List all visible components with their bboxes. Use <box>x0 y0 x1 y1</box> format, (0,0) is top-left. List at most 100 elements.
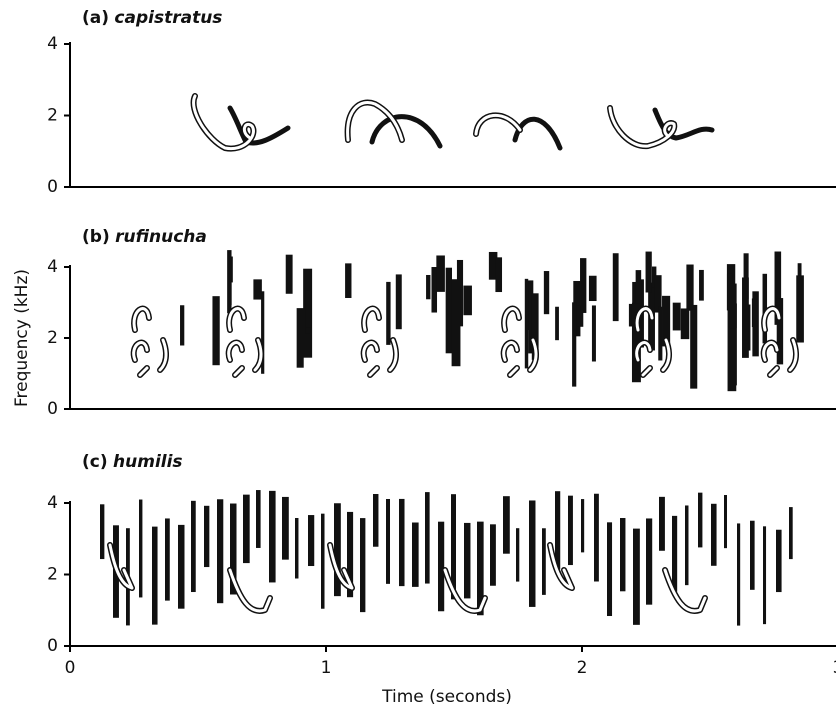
syllable <box>132 307 168 377</box>
spectral-blob <box>724 495 728 549</box>
spectral-blob <box>296 308 304 368</box>
syllable <box>369 114 443 149</box>
spectral-blob <box>373 494 379 547</box>
spectral-blob <box>690 304 698 389</box>
species-name: humilis <box>113 452 183 472</box>
spectral-blob <box>386 281 391 345</box>
spectral-blob <box>727 301 737 392</box>
panel-label: (c) humilis <box>82 452 183 472</box>
y-tick-label: 0 <box>47 399 58 419</box>
spectral-blob <box>672 515 678 592</box>
spectral-blob <box>631 303 641 383</box>
syllable <box>652 107 715 141</box>
spectral-blob <box>774 251 782 325</box>
spectral-blob <box>347 511 354 598</box>
spectral-blob <box>555 306 559 341</box>
spectral-blob <box>752 291 759 357</box>
spectral-blob <box>750 520 755 590</box>
species-name: capistratus <box>114 8 222 28</box>
y-axis-label: Frequency (kHz) <box>12 269 32 407</box>
spectral-blob <box>426 274 431 300</box>
syllable <box>608 106 676 148</box>
spectral-blob <box>395 274 402 330</box>
spectral-blob <box>796 275 804 343</box>
syllable <box>328 543 354 590</box>
spectral-blob <box>726 273 733 311</box>
spectral-blob <box>180 305 185 346</box>
species-name: rufinucha <box>115 227 207 247</box>
x-tick-label: 0 <box>65 658 76 678</box>
spectral-blob <box>620 518 626 592</box>
syllable <box>548 543 574 590</box>
spectral-blob <box>229 256 233 283</box>
syllable <box>512 116 563 151</box>
y-tick-label: 4 <box>47 34 58 54</box>
y-tick-label: 4 <box>47 257 58 277</box>
spectral-blob <box>139 499 143 598</box>
syllable <box>502 307 538 377</box>
syllable <box>227 105 291 146</box>
spectral-blob <box>572 302 577 387</box>
spectral-blob <box>227 250 232 314</box>
spectral-blob <box>651 266 657 288</box>
spectral-blob <box>451 494 457 600</box>
spectrogram-traces <box>100 93 804 626</box>
spectral-blob <box>217 499 224 604</box>
spectral-blob <box>574 305 584 327</box>
spectral-blob <box>762 273 768 344</box>
spectral-blob <box>729 283 737 329</box>
spectral-blob <box>658 306 663 361</box>
spectral-blob <box>711 503 717 566</box>
syllable <box>362 307 398 377</box>
spectral-blob <box>412 522 419 587</box>
spectral-blob <box>645 251 652 293</box>
spectral-blob <box>542 528 546 595</box>
spectral-blob <box>295 517 299 579</box>
x-tick-label: 2 <box>577 658 588 678</box>
spectral-blob <box>685 505 689 586</box>
spectral-blob <box>386 498 391 584</box>
spectral-blob <box>269 490 276 583</box>
spectral-blob <box>789 507 793 560</box>
spectral-blob <box>699 269 704 301</box>
spectral-blob <box>282 496 289 560</box>
syllable <box>762 307 798 377</box>
spectral-blob <box>680 308 690 340</box>
spectral-blob <box>531 293 539 360</box>
spectral-blob <box>543 271 550 315</box>
spectral-blob <box>204 505 210 568</box>
spectral-blob <box>165 518 170 601</box>
spectral-blob <box>776 529 782 593</box>
panel-label: (a) capistratus <box>82 8 222 28</box>
spectral-blob <box>516 528 520 582</box>
spectral-blob <box>345 263 352 298</box>
spectral-blob <box>425 492 430 584</box>
x-tick-label: 1 <box>321 658 332 678</box>
spectral-blob <box>230 503 237 595</box>
spectral-blob <box>360 518 366 613</box>
spectral-blob <box>612 253 619 322</box>
spectral-blob <box>528 280 534 354</box>
spectral-blob <box>477 521 484 616</box>
y-tick-label: 0 <box>47 636 58 656</box>
spectral-blob <box>445 267 452 354</box>
y-tick-label: 2 <box>47 565 58 585</box>
panel-letter: (b) <box>82 227 110 247</box>
syllable <box>227 307 263 377</box>
spectral-blob <box>580 258 587 313</box>
spectral-blob <box>308 515 315 567</box>
spectral-blob <box>488 251 498 280</box>
panel-letter: (a) <box>82 8 109 28</box>
x-tick-label: 3 <box>833 658 836 678</box>
y-tick-label: 4 <box>47 493 58 513</box>
syllable <box>635 307 671 377</box>
spectral-blob <box>555 491 561 570</box>
spectral-blob <box>763 526 767 625</box>
spectral-blob <box>243 494 250 564</box>
panel-letter: (c) <box>82 452 108 472</box>
spectral-blob <box>581 499 585 553</box>
spectral-blob <box>464 522 471 599</box>
spectral-blob <box>436 255 445 292</box>
spectral-blob <box>628 303 633 327</box>
